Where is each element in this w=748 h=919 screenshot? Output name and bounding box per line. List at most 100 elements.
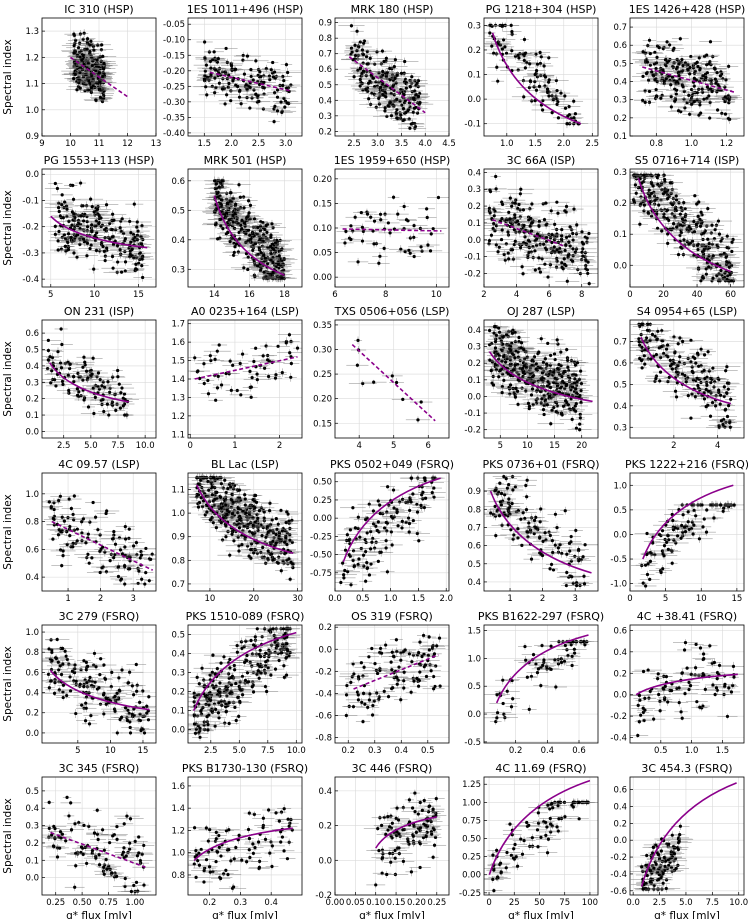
x-tick-label: 5 [48,290,53,300]
data-point [393,58,397,62]
data-point [500,47,505,51]
data-point [75,88,79,92]
data-point [688,72,692,76]
data-point [80,58,84,62]
data-point [242,72,247,76]
data-point [72,232,76,237]
data-point [213,223,218,227]
data-point [541,98,545,103]
data-point [85,225,90,229]
y-tick-label: -0.40 [163,129,185,139]
data-point [75,233,80,237]
data-point [286,70,290,75]
data-point [110,228,114,232]
data-point [654,66,658,71]
data-point [89,243,93,247]
data-point [678,77,682,81]
data-point [282,78,286,83]
data-point [71,197,76,201]
data-point [268,78,272,82]
data-point [572,99,576,103]
data-point [118,248,122,252]
data-point [675,65,679,69]
data-point [241,53,245,58]
data-point [695,91,699,95]
data-point [672,46,676,50]
data-point [275,95,280,99]
data-point [53,232,57,236]
data-point [213,91,217,95]
data-point [227,73,231,77]
data-point [403,98,407,103]
data-point [88,43,92,47]
data-point [252,234,256,238]
data-point [265,237,269,241]
data-point [275,88,280,92]
data-point [653,50,657,54]
data-point [231,220,235,224]
data-points [201,176,298,283]
data-point [510,49,514,53]
data-point [534,52,538,56]
data-point [723,112,728,116]
data-point [705,53,709,57]
y-tick-label: 0.4 [613,78,627,88]
data-point [380,49,384,53]
data-point [400,103,404,107]
data-point [669,94,673,99]
data-point [203,69,207,73]
y-tick-label: 0.5 [613,59,627,69]
data-point [408,126,412,130]
data-point [281,74,285,79]
data-point [543,75,548,79]
data-point [645,60,650,64]
y-tick-label: -0.25 [163,82,185,92]
data-point [644,71,649,76]
data-point [232,253,236,257]
data-point [203,40,207,44]
data-point [53,224,57,228]
data-point [204,85,208,89]
data-point [219,217,223,221]
data-point [66,247,71,252]
data-point [355,49,359,53]
data-point [229,99,233,103]
data-point [381,92,385,97]
data-point [140,224,144,228]
data-point [119,270,124,274]
data-point [366,81,371,85]
data-point [379,85,383,89]
data-point [219,198,223,202]
data-point [226,230,230,235]
y-tick-label: -0.1 [22,196,39,206]
data-point [62,233,66,237]
data-point [281,83,285,88]
data-point [78,226,82,231]
data-point [399,113,403,117]
data-point [522,58,526,63]
data-point [110,235,114,239]
data-point [203,57,207,61]
data-point [271,60,275,65]
data-point [82,240,86,244]
data-point [224,46,228,51]
data-points [44,179,155,282]
data-point [81,204,85,208]
y-tick-label: 0.4 [171,236,185,246]
data-point [395,116,399,120]
data-point [84,73,88,77]
y-tick-label: 0.3 [613,96,627,106]
data-point [404,86,408,90]
data-point [227,81,231,86]
x-tick-label: 1.0 [500,139,514,149]
data-point [249,240,253,244]
x-tick-label: 4.5 [442,139,456,149]
data-point [381,73,385,77]
data-point [563,94,567,98]
data-point [92,48,96,52]
data-point [208,59,213,64]
data-point [715,90,719,94]
data-point [371,76,376,80]
